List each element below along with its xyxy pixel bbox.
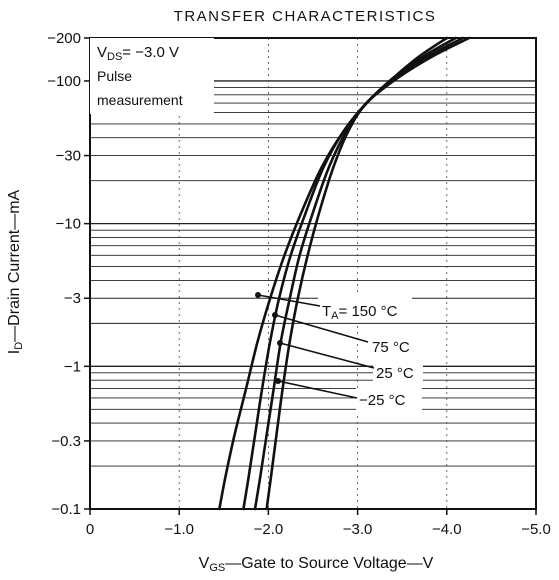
y-tick-label: −0.3 — [51, 433, 81, 450]
x-tick-label: −2.0 — [254, 521, 284, 538]
y-axis-label: ID—Drain Current—mA — [6, 189, 25, 354]
series-label-75c: 75 °C — [372, 339, 410, 356]
x-tick-label: −4.0 — [432, 521, 462, 538]
x-tick-label: −3.0 — [343, 521, 373, 538]
chart-title: TRANSFER CHARACTERISTICS — [174, 8, 437, 25]
leader-minus25c — [277, 380, 358, 399]
x-tick-label: −5.0 — [521, 521, 551, 538]
y-tick-label: −1 — [64, 358, 81, 375]
y-tick-label: −200 — [47, 30, 81, 47]
y-tick-label: −0.1 — [51, 501, 81, 518]
y-tick-label: −30 — [56, 148, 81, 165]
y-axis-ticks: −200 −100 −30 −10 −3 −1 −0.3 −0.1 — [47, 30, 90, 518]
leader-150c — [257, 294, 321, 307]
x-axis-label: VGS—Gate to Source Voltage—V — [199, 555, 434, 574]
vds-annotation: VDS= −3.0 V — [97, 44, 179, 63]
series-label-25c: 25 °C — [376, 365, 414, 382]
y-tick-label: −100 — [47, 73, 81, 90]
series-line-25c — [253, 36, 465, 511]
series-lines — [218, 36, 471, 511]
y-tick-label: −3 — [64, 290, 81, 307]
y-tick-label: −10 — [56, 216, 81, 233]
label-bg-25 — [373, 360, 423, 384]
label-bg-m25 — [356, 388, 422, 412]
leader-75c — [274, 314, 369, 343]
x-tick-label: 0 — [86, 521, 94, 538]
x-axis-ticks: 0 −1.0 −2.0 −3.0 −4.0 −5.0 — [86, 509, 551, 538]
pulse-annotation: Pulse — [97, 68, 132, 84]
series-label-minus25c: −25 °C — [359, 392, 406, 409]
x-tick-label: −1.0 — [164, 521, 194, 538]
axis-frame — [89, 37, 537, 510]
series-label-150c: TA= 150 °C — [322, 303, 398, 322]
series-line-minus25c — [265, 36, 471, 511]
leader-25c — [279, 342, 375, 369]
label-bg-75 — [368, 334, 418, 358]
measurement-annotation: measurement — [97, 92, 183, 108]
label-bg-150 — [318, 296, 412, 322]
annotation-box — [90, 38, 214, 114]
plot-frame — [89, 37, 537, 510]
